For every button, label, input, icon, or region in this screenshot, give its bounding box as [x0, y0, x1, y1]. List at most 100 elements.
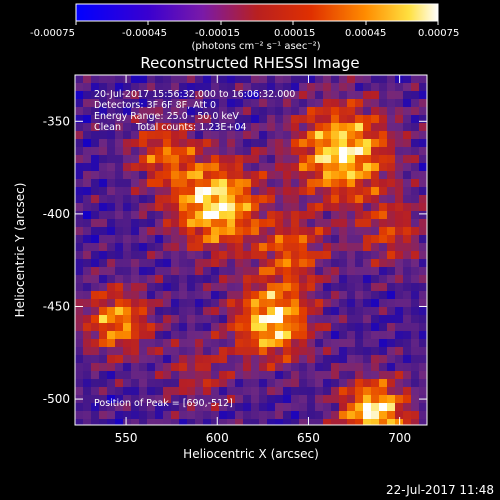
heatmap-pixel: [139, 395, 147, 403]
heatmap-pixel: [91, 379, 99, 387]
heatmap-pixel: [171, 379, 179, 387]
heatmap-pixel: [363, 235, 371, 243]
heatmap-pixel: [211, 107, 219, 115]
heatmap-pixel: [331, 115, 339, 123]
heatmap-pixel: [299, 355, 307, 363]
heatmap-pixel: [203, 267, 211, 275]
heatmap-pixel: [235, 371, 243, 379]
heatmap-pixel: [99, 155, 107, 163]
heatmap-pixel: [323, 211, 331, 219]
heatmap-pixel: [387, 411, 395, 419]
heatmap-pixel: [107, 339, 115, 347]
heatmap-pixel: [131, 323, 139, 331]
heatmap-pixel: [331, 235, 339, 243]
heatmap-pixel: [211, 251, 219, 259]
heatmap-pixel: [307, 107, 315, 115]
heatmap-pixel: [99, 371, 107, 379]
heatmap-pixel: [179, 331, 187, 339]
heatmap-pixel: [259, 123, 267, 131]
heatmap-pixel: [219, 283, 227, 291]
heatmap-pixel: [243, 267, 251, 275]
heatmap-pixel: [131, 131, 139, 139]
heatmap-pixel: [315, 83, 323, 91]
heatmap-pixel: [139, 291, 147, 299]
heatmap-pixel: [195, 219, 203, 227]
heatmap-pixel: [195, 387, 203, 395]
heatmap-pixel: [251, 147, 259, 155]
heatmap-pixel: [355, 339, 363, 347]
heatmap-pixel: [243, 371, 251, 379]
heatmap-pixel: [211, 395, 219, 403]
heatmap-pixel: [299, 419, 307, 425]
heatmap-pixel: [371, 363, 379, 371]
heatmap-pixel: [99, 291, 107, 299]
heatmap-pixel: [379, 323, 387, 331]
heatmap-pixel: [363, 155, 371, 163]
heatmap-pixel: [291, 315, 299, 323]
heatmap-pixel: [123, 195, 131, 203]
heatmap-pixel: [355, 387, 363, 395]
heatmap-pixel: [371, 291, 379, 299]
heatmap-pixel: [307, 163, 315, 171]
heatmap-pixel: [131, 355, 139, 363]
heatmap-pixel: [403, 299, 411, 307]
heatmap-pixel: [91, 235, 99, 243]
heatmap-pixel: [363, 371, 371, 379]
heatmap-pixel: [411, 403, 419, 411]
heatmap-pixel: [355, 395, 363, 403]
heatmap-pixel: [323, 251, 331, 259]
heatmap-pixel: [83, 315, 91, 323]
heatmap-pixel: [371, 395, 379, 403]
heatmap-pixel: [123, 219, 131, 227]
heatmap-pixel: [243, 291, 251, 299]
heatmap-pixel: [115, 339, 123, 347]
heatmap-pixel: [203, 219, 211, 227]
heatmap-pixel: [299, 331, 307, 339]
heatmap-pixel: [259, 355, 267, 363]
heatmap-pixel: [299, 283, 307, 291]
heatmap-pixel: [347, 83, 355, 91]
plot-frame: [74, 74, 428, 426]
heatmap-pixel: [131, 227, 139, 235]
heatmap-pixel: [243, 187, 251, 195]
heatmap-pixel: [179, 235, 187, 243]
heatmap-pixel: [171, 147, 179, 155]
heatmap-pixel: [163, 187, 171, 195]
heatmap-pixel: [99, 219, 107, 227]
heatmap-pixel: [299, 395, 307, 403]
heatmap-pixel: [219, 123, 227, 131]
heatmap-pixel: [195, 259, 203, 267]
heatmap-pixel: [171, 259, 179, 267]
heatmap-pixel: [147, 299, 155, 307]
heatmap-pixel: [211, 211, 219, 219]
heatmap-pixel: [323, 283, 331, 291]
heatmap-pixel: [251, 75, 259, 83]
heatmap-pixel: [299, 259, 307, 267]
heatmap-pixel: [259, 75, 267, 83]
heatmap-pixel: [163, 203, 171, 211]
heatmap-pixel: [99, 251, 107, 259]
heatmap-pixel: [371, 299, 379, 307]
heatmap-pixel: [387, 347, 395, 355]
heatmap-pixel: [419, 131, 427, 139]
heatmap-pixel: [139, 107, 147, 115]
heatmap-pixel: [187, 387, 195, 395]
heatmap-pixel: [251, 203, 259, 211]
heatmap-pixel: [291, 171, 299, 179]
heatmap-pixel: [83, 115, 91, 123]
heatmap-pixel: [299, 179, 307, 187]
heatmap-pixel: [195, 419, 203, 425]
heatmap-pixel: [323, 395, 331, 403]
heatmap-pixel: [203, 99, 211, 107]
heatmap-pixel: [275, 227, 283, 235]
heatmap-pixel: [411, 363, 419, 371]
heatmap-pixel: [235, 179, 243, 187]
heatmap-pixel: [99, 187, 107, 195]
heatmap-pixel: [179, 307, 187, 315]
heatmap-pixel: [339, 91, 347, 99]
heatmap-pixel: [163, 363, 171, 371]
heatmap-pixel: [163, 235, 171, 243]
heatmap-pixel: [291, 259, 299, 267]
heatmap-pixel: [387, 331, 395, 339]
heatmap-pixel: [363, 83, 371, 91]
